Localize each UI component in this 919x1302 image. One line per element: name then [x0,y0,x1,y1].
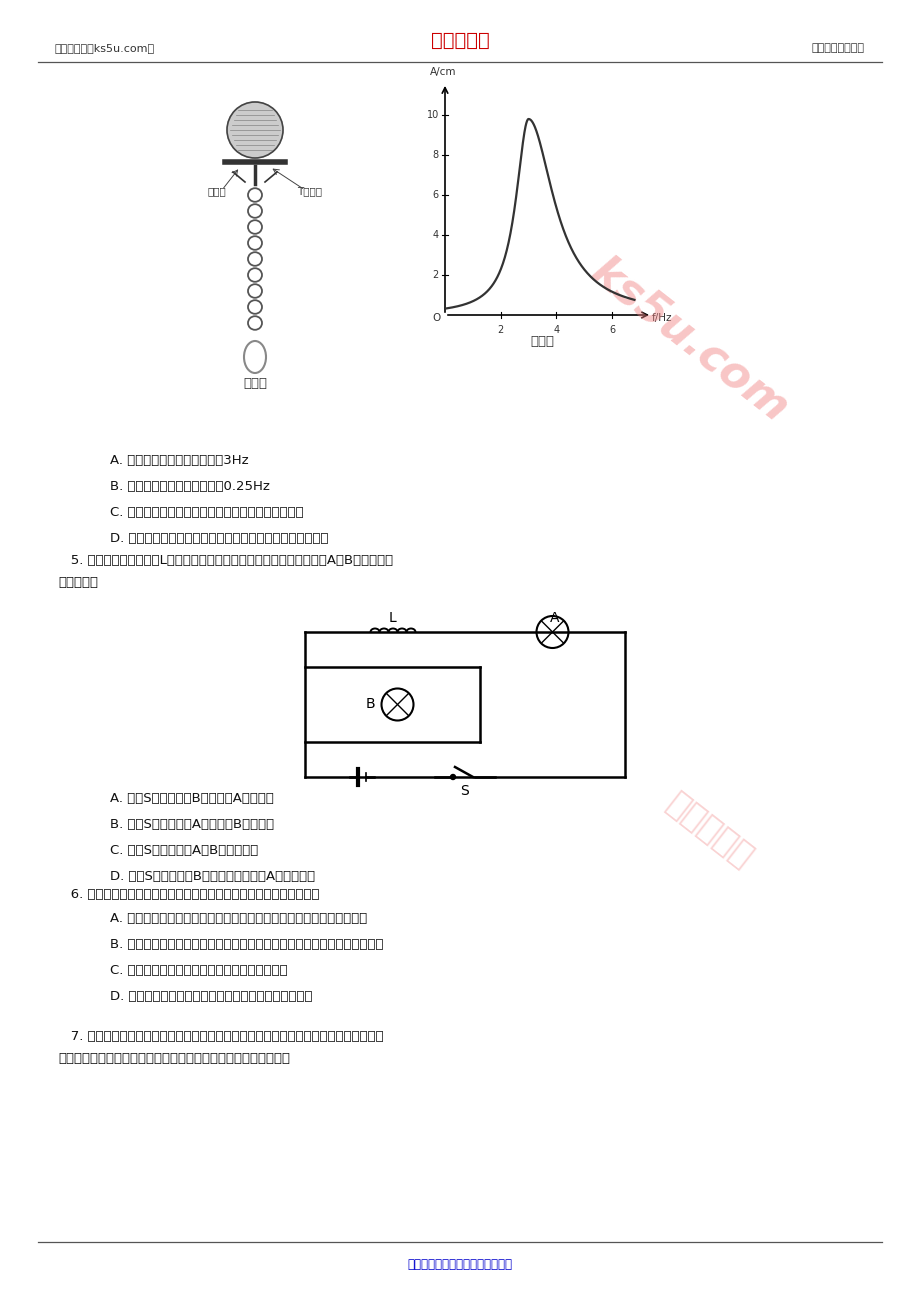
Text: O: O [433,312,440,323]
Text: B. 电键S闭合瞬间，A灯先亮，B灯逐渐亮: B. 电键S闭合瞬间，A灯先亮，B灯逐渐亮 [110,819,274,832]
Text: A. 用透明的标准平面样板检查光学平面的平整程度是利用光的衍射现象: A. 用透明的标准平面样板检查光学平面的平整程度是利用光的衍射现象 [110,913,367,926]
Text: C. 电键S断开瞬间，A、B灯同时熄灭: C. 电键S断开瞬间，A、B灯同时熄灭 [110,845,258,858]
Text: 2: 2 [497,326,504,335]
Text: 您身边的高考专家: 您身边的高考专家 [811,43,864,53]
Text: B. 在照相机镜头前加装偏振滤光片拍摄日落时水面下的景物，可使景像清晰: B. 在照相机镜头前加装偏振滤光片拍摄日落时水面下的景物，可使景像清晰 [110,939,383,952]
Text: T型支架: T型支架 [297,186,322,197]
Text: S: S [460,784,469,798]
Text: D. 若圆盘匀速转动的周期增大，共振曲线的峰值将向右移动: D. 若圆盘匀速转动的周期增大，共振曲线的峰值将向右移动 [110,531,328,544]
Text: ks5u.com: ks5u.com [582,250,797,431]
Text: 高考资源网: 高考资源网 [430,30,489,49]
Text: 2: 2 [432,270,438,280]
Text: 高考资源网版权所有，侵权必究！: 高考资源网版权所有，侵权必究！ [407,1259,512,1272]
Text: 10: 10 [426,109,438,120]
Text: f/Hz: f/Hz [651,312,672,323]
Text: A. 电键S闭合瞬间，B灯先亮，A灯逐渐亮: A. 电键S闭合瞬间，B灯先亮，A灯逐渐亮 [110,793,274,806]
Text: 5. 如图所示，电感线圈L的自感系数足够大，其直流电阻可忽略不计，A、B是两个相同: 5. 如图所示，电感线圈L的自感系数足够大，其直流电阻可忽略不计，A、B是两个相… [58,553,392,566]
Text: （乙）: （乙） [530,335,554,348]
Text: （甲）: （甲） [243,378,267,391]
Text: 高考资源网: 高考资源网 [660,786,759,874]
Text: L: L [388,611,396,625]
Text: B: B [365,698,375,711]
Text: 7. 一轻质横杆两侧各固定一轻质铝环，横杆能绕中心点自由转动，左环是断开的，右环: 7. 一轻质横杆两侧各固定一轻质铝环，横杆能绕中心点自由转动，左环是断开的，右环 [58,1030,383,1043]
Text: 的灯泡，则: 的灯泡，则 [58,575,98,589]
Text: A. 此振动系统的固有频率约为3Hz: A. 此振动系统的固有频率约为3Hz [110,453,248,466]
Text: 6. 光在生产和生活、科学技术中有着广泛的应用，下列说法正确的是: 6. 光在生产和生活、科学技术中有着广泛的应用，下列说法正确的是 [58,888,319,901]
Text: 4: 4 [552,326,559,335]
Circle shape [227,102,283,158]
Text: 4: 4 [433,230,438,240]
Text: 8: 8 [433,150,438,160]
Text: B. 此振动系统的固有频率约为0.25Hz: B. 此振动系统的固有频率约为0.25Hz [110,479,269,492]
Text: 是闭合的。现用一条形磁铁插向其中一个小环，能观察到的现象是: 是闭合的。现用一条形磁铁插向其中一个小环，能观察到的现象是 [58,1052,289,1065]
Text: C. 若圆盘匀速转动的周期增大，系统的振动频率不变: C. 若圆盘匀速转动的周期增大，系统的振动频率不变 [110,505,303,518]
Text: A/cm: A/cm [429,66,456,77]
Text: 小圆柱: 小圆柱 [208,186,226,197]
Text: D. 电键S断开瞬间，B灯亮一下才熄灭，A灯立即熄灭: D. 电键S断开瞬间，B灯亮一下才熄灭，A灯立即熄灭 [110,871,315,884]
Text: 6: 6 [608,326,615,335]
Text: 高考资源网（ks5u.com）: 高考资源网（ks5u.com） [55,43,155,53]
Text: 6: 6 [433,190,438,201]
Text: C. 在光导纤维束内传送图像是利用光的色散现象: C. 在光导纤维束内传送图像是利用光的色散现象 [110,965,288,978]
Text: A: A [550,611,559,625]
Text: D. 太阳光通过三棱镜形成彩色光谱，这是光的干涉现象: D. 太阳光通过三棱镜形成彩色光谱，这是光的干涉现象 [110,991,312,1004]
Circle shape [450,775,455,780]
